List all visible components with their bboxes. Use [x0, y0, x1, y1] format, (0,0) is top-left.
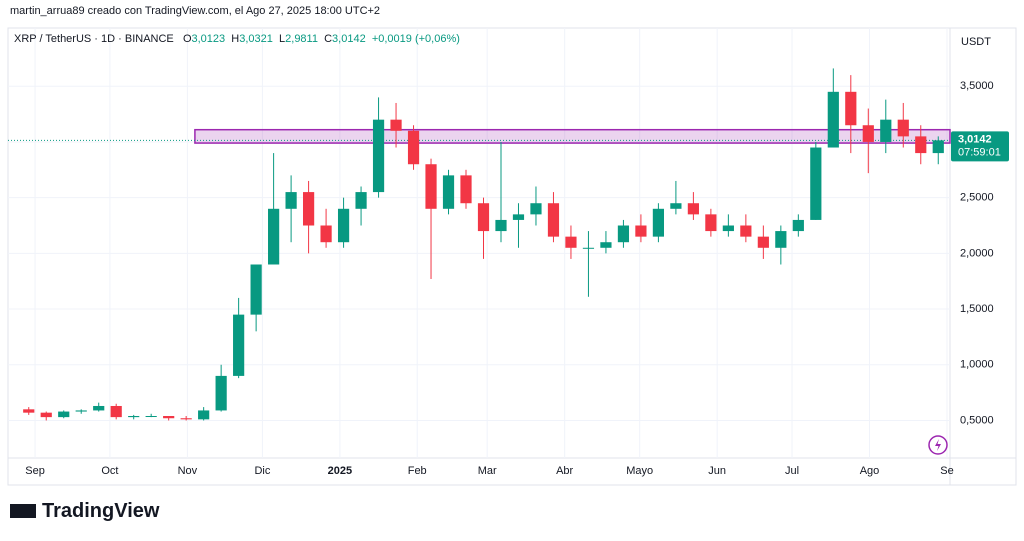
x-tick-label: Dic	[254, 465, 270, 477]
change: +0,0019 (+0,06%)	[371, 33, 460, 45]
candle-body	[180, 418, 192, 420]
candle-body	[58, 411, 70, 418]
legend: XRP / TetherUS · 1D · BINANCE O3,0123 H3…	[14, 33, 460, 45]
candle-body	[442, 175, 455, 209]
candle-body	[880, 119, 892, 142]
ohlc-value: 3,0321	[239, 33, 273, 45]
ohlc-label: O	[182, 33, 192, 45]
candle-body	[705, 214, 717, 232]
candle-body	[128, 416, 140, 418]
candle-body	[827, 91, 839, 148]
candle-body	[390, 119, 402, 131]
ohlc-label: L	[279, 33, 286, 45]
currency: USDT	[961, 36, 991, 48]
candle-body	[810, 147, 822, 220]
candle-body	[285, 192, 297, 209]
x-tick-label: Feb	[408, 465, 427, 477]
candle-body	[652, 208, 665, 237]
last-price-label: 3,0142	[958, 133, 992, 145]
y-tick-label: 1,0000	[960, 359, 994, 371]
candle-body	[215, 375, 227, 411]
countdown: 07:59:01	[958, 146, 1001, 158]
candle-body	[792, 219, 804, 232]
candle-body	[198, 410, 210, 420]
candle-body	[582, 247, 595, 249]
candle-body	[460, 175, 472, 204]
x-tick-label: Abr	[556, 465, 573, 477]
candle-body	[740, 225, 752, 237]
x-tick-label: Ago	[860, 465, 880, 477]
x-tick-label: Se	[940, 465, 953, 477]
candle-body	[40, 412, 52, 418]
candle-body	[302, 192, 315, 226]
candle-body	[757, 236, 769, 248]
x-tick-label: Sep	[25, 465, 45, 477]
y-tick-label: 1,5000	[960, 303, 994, 315]
candle-body	[320, 225, 332, 243]
candle-body	[775, 231, 787, 248]
x-tick-label: Jul	[785, 465, 799, 477]
x-tick-label: Oct	[101, 465, 118, 477]
ohlc-value: 3,0123	[191, 33, 226, 45]
candle-body	[163, 416, 175, 419]
candle-body	[687, 203, 699, 215]
x-tick-label: Mayo	[626, 465, 653, 477]
candle-body	[75, 410, 87, 412]
candle-body	[355, 192, 367, 209]
candle-body	[477, 203, 490, 232]
candle-body	[425, 164, 437, 209]
candle-body	[722, 225, 734, 232]
x-tick-label: Jun	[708, 465, 726, 477]
logo-mark	[10, 504, 36, 518]
candle-body	[407, 130, 420, 165]
ohlc-label: C	[324, 33, 333, 45]
candle-body	[600, 242, 612, 248]
y-tick-label: 3,5000	[960, 80, 994, 92]
candle-body	[915, 136, 927, 154]
chart-frame	[7, 27, 1017, 486]
candle-body	[932, 140, 944, 154]
credit: martin_arrua89 creado con TradingView.co…	[10, 5, 381, 17]
ohlc-label: H	[231, 33, 240, 45]
y-tick-label: 2,0000	[960, 247, 994, 259]
candle-body	[372, 119, 385, 193]
candle-body	[145, 416, 157, 418]
ohlc-value: 2,9811	[285, 33, 318, 45]
symbol: XRP / TetherUS · 1D · BINANCE	[14, 33, 174, 45]
candle-body	[670, 203, 682, 209]
candle-body	[93, 405, 105, 411]
y-tick-label: 2,5000	[960, 192, 994, 204]
x-tick-label: Nov	[178, 465, 198, 477]
candle-body	[617, 225, 630, 243]
candle-body	[110, 405, 122, 418]
last-price-box	[951, 131, 1009, 162]
alert-icon[interactable]	[928, 435, 948, 455]
candle-body	[547, 203, 560, 237]
candle-body	[530, 203, 542, 215]
candle-body	[565, 236, 577, 248]
candle-body	[635, 225, 647, 237]
candle-body	[512, 214, 525, 220]
candle-body	[268, 208, 280, 265]
y-tick-label: 0,5000	[960, 414, 994, 426]
candle-body	[897, 119, 909, 137]
logo[interactable]: TradingView	[10, 500, 159, 523]
candle-body	[495, 219, 507, 232]
x-tick-label: 2025	[328, 465, 352, 477]
x-tick-label: Mar	[478, 465, 497, 477]
candle-body	[250, 264, 262, 315]
candle-body	[845, 91, 857, 126]
candle-body	[233, 314, 245, 376]
ohlc-value: 3,0142	[332, 33, 366, 45]
candle-body	[23, 409, 35, 413]
candle-body	[862, 125, 874, 142]
logo-text: TradingView	[42, 500, 160, 522]
candle-body	[337, 208, 350, 243]
